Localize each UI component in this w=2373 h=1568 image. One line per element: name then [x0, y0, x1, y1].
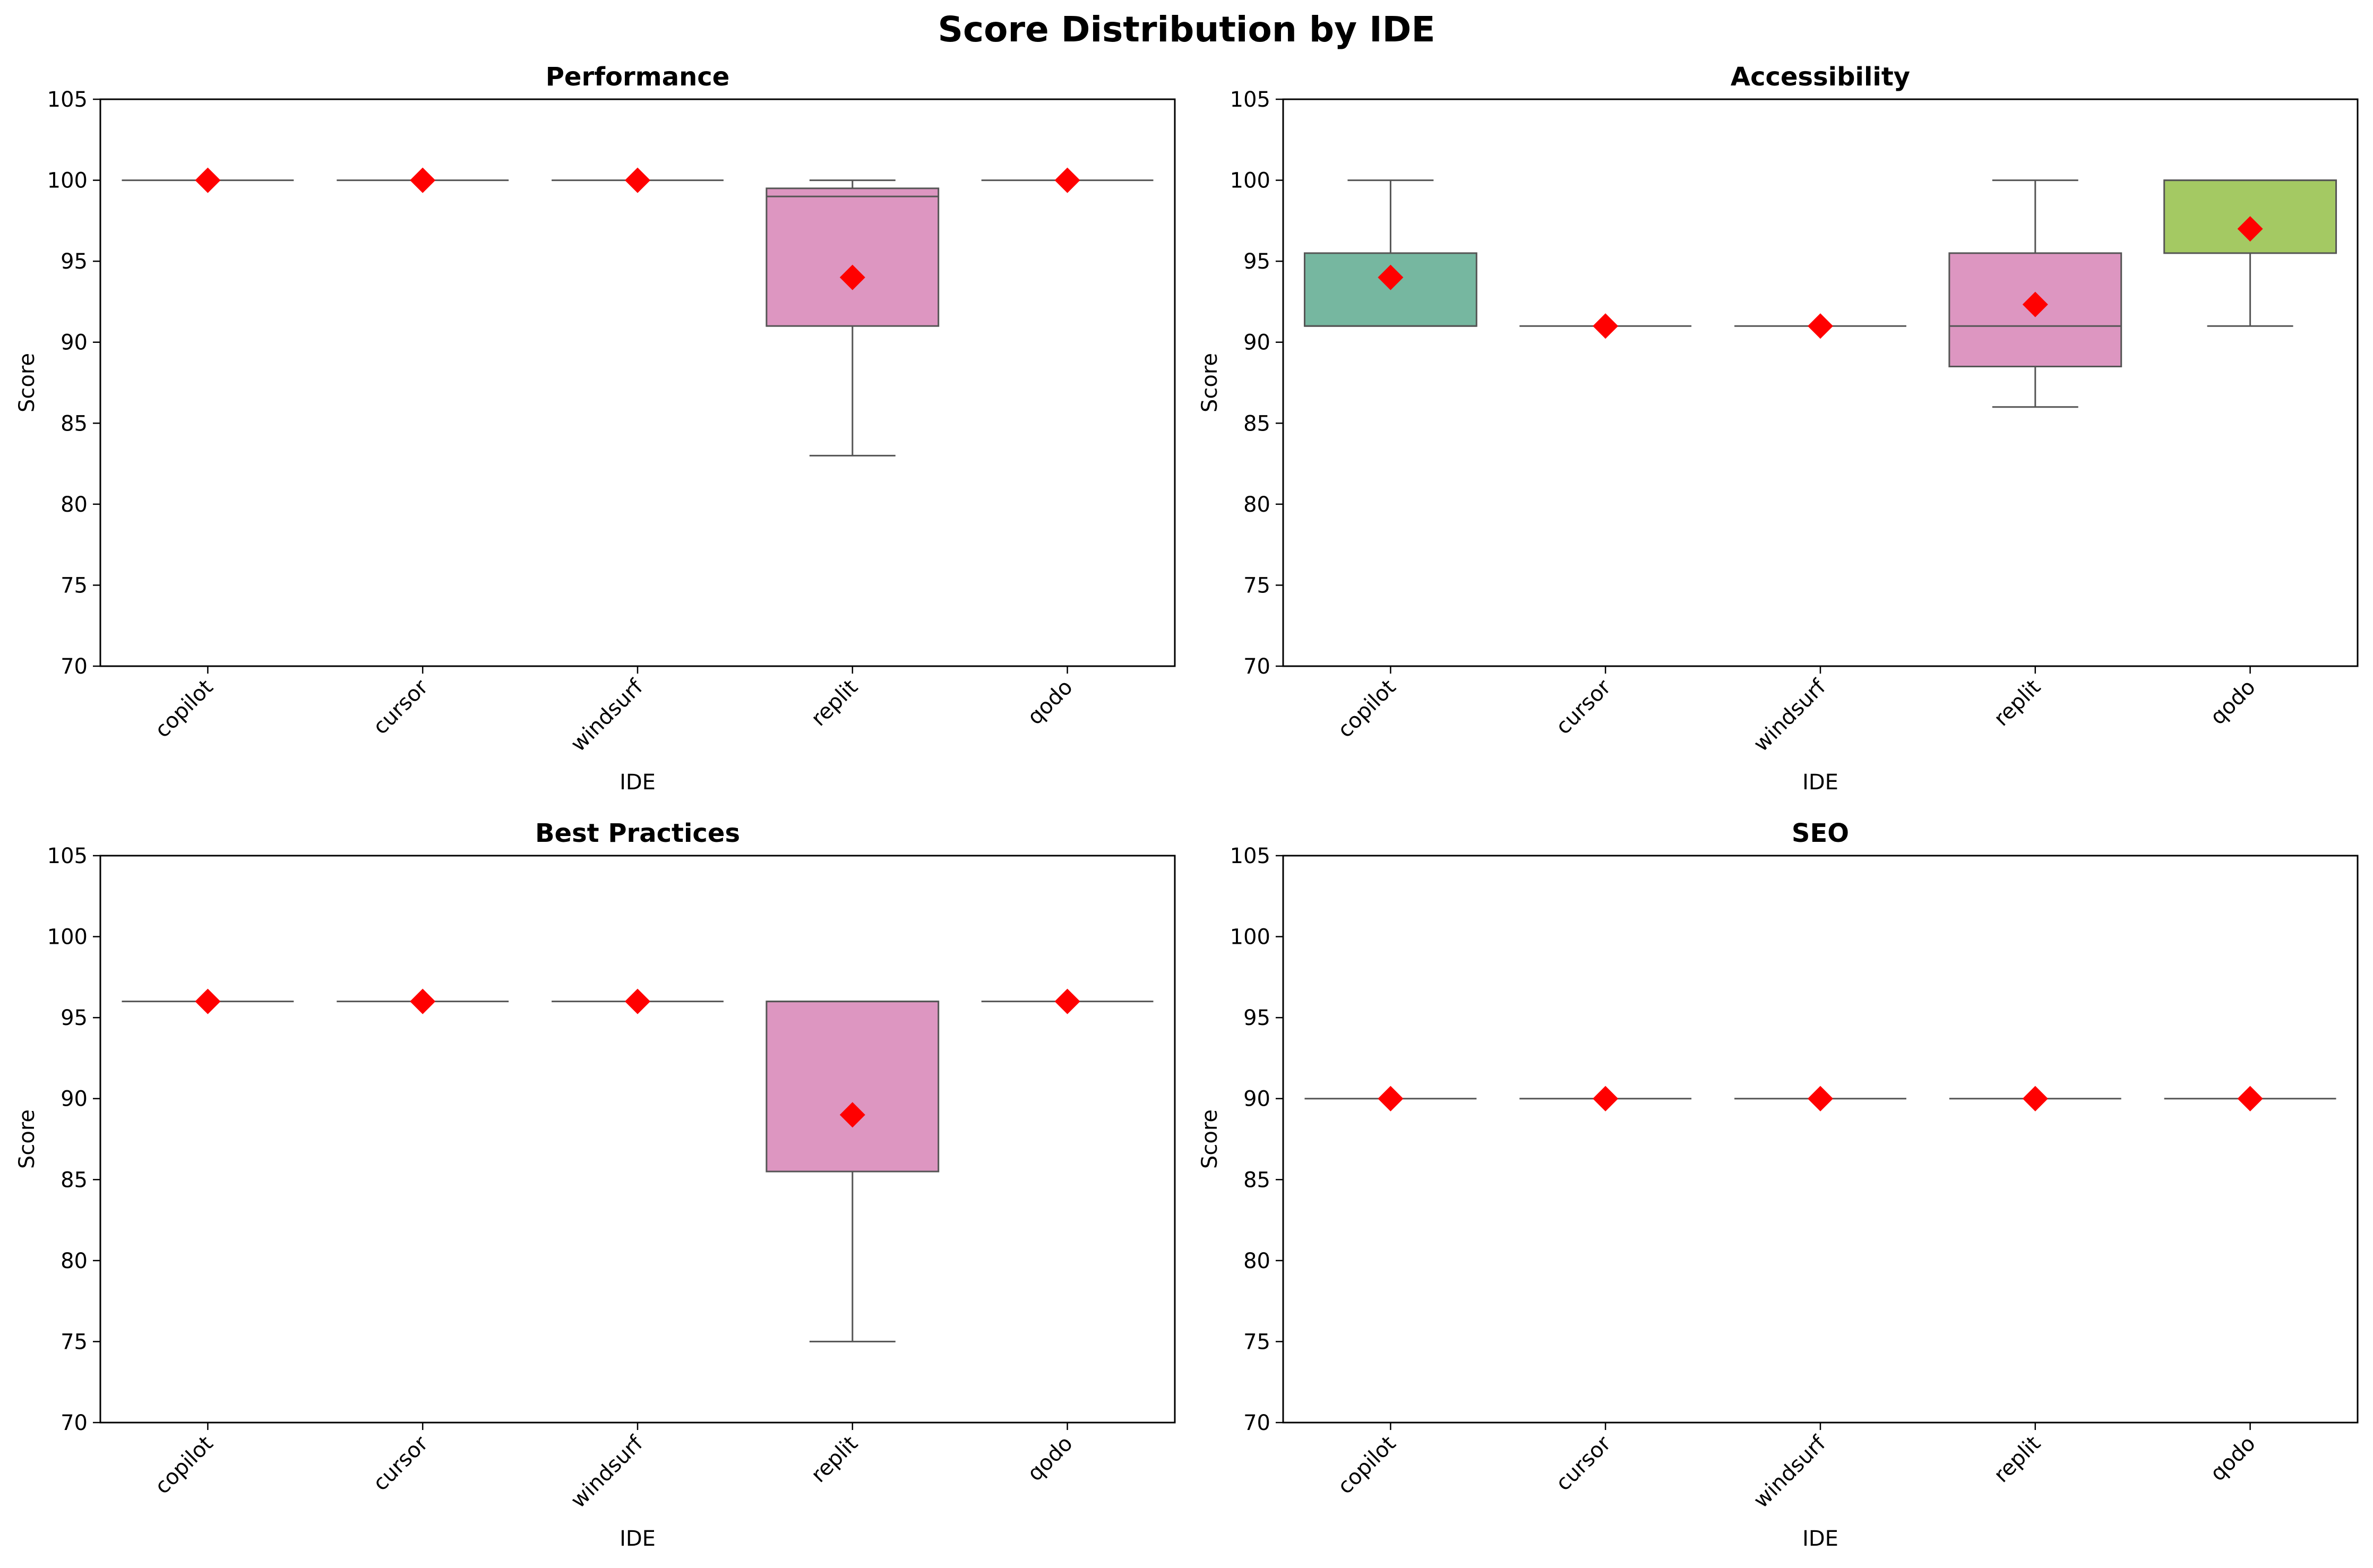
mean-marker	[195, 167, 221, 193]
y-axis-label: Score	[15, 1109, 39, 1169]
y-tick-label: 70	[1243, 654, 1270, 679]
y-tick-label: 105	[1230, 88, 1270, 112]
mean-marker	[839, 1102, 865, 1128]
x-tick-label: qodo	[2206, 1432, 2260, 1486]
y-tick-label: 95	[1243, 1006, 1270, 1030]
y-tick-label: 105	[1230, 844, 1270, 868]
axes-frame	[1282, 855, 2359, 1424]
x-axis-label: IDE	[620, 770, 656, 795]
x-tick-label: replit	[806, 1432, 863, 1488]
y-tick-label: 100	[47, 925, 88, 950]
y-tick-label: 90	[1243, 331, 1270, 355]
panel-2: Best Practices 70 75 80 85 90 95 100 105 Score cop…	[15, 819, 1176, 1551]
figure-title: Score Distribution by IDE	[938, 9, 1435, 50]
y-axis-label: Score	[1198, 353, 1222, 412]
y-tick-label: 100	[47, 169, 88, 193]
y-tick-label: 95	[61, 1006, 88, 1030]
panel-0: Performance 70 75 80 85 90 95 100 105 Score copilo…	[15, 62, 1176, 795]
mean-marker	[1593, 1085, 1619, 1112]
y-tick-label: 75	[1243, 1330, 1270, 1354]
y-tick-label: 70	[1243, 1411, 1270, 1435]
panel-title: Best Practices	[535, 819, 740, 848]
panels: Performance 70 75 80 85 90 95 100 105 Score copilo…	[15, 62, 2359, 1551]
x-axis-label: IDE	[620, 1527, 656, 1551]
y-tick-label: 75	[61, 1330, 88, 1354]
x-tick-label: qodo	[2206, 675, 2260, 730]
mean-marker	[839, 264, 865, 290]
x-tick-label: windsurf	[566, 1431, 648, 1513]
y-tick-label: 85	[61, 1168, 88, 1192]
y-tick-label: 105	[47, 88, 88, 112]
y-tick-label: 75	[61, 573, 88, 598]
y-tick-label: 95	[61, 249, 88, 274]
x-tick-label: windsurf	[566, 675, 648, 756]
mean-marker	[1054, 167, 1080, 193]
axes-frame	[99, 98, 1176, 667]
y-tick-label: 100	[1230, 925, 1270, 950]
x-tick-label: windsurf	[1749, 675, 1830, 756]
mean-marker	[1378, 1085, 1404, 1112]
panel-title: Performance	[546, 62, 730, 92]
panel-3: SEO 70 75 80 85 90 95 100 105 Score copilot cursor w…	[1198, 819, 2359, 1551]
mean-marker	[410, 988, 436, 1014]
y-tick-label: 80	[61, 493, 88, 517]
x-tick-label: replit	[806, 675, 863, 731]
y-tick-label: 90	[1243, 1087, 1270, 1112]
y-tick-label: 80	[1243, 493, 1270, 517]
y-tick-label: 70	[61, 654, 88, 679]
y-tick-label: 85	[1243, 411, 1270, 436]
y-tick-label: 85	[1243, 1168, 1270, 1192]
y-tick-label: 70	[61, 1411, 88, 1435]
x-tick-label: copilot	[1333, 675, 1400, 743]
mean-marker	[410, 167, 436, 193]
y-tick-label: 85	[61, 411, 88, 436]
x-tick-label: copilot	[150, 675, 218, 743]
panel-1: Accessibility 70 75 80 85 90 95 100 105 Score copi…	[1198, 62, 2359, 795]
mean-marker	[1054, 988, 1080, 1014]
box-replit	[766, 187, 940, 327]
x-tick-label: cursor	[368, 1431, 433, 1496]
y-axis-label: Score	[15, 353, 39, 412]
x-tick-label: copilot	[150, 1432, 218, 1499]
x-tick-label: cursor	[368, 675, 433, 739]
y-tick-label: 90	[61, 1087, 88, 1112]
y-tick-label: 95	[1243, 249, 1270, 274]
x-tick-label: qodo	[1023, 675, 1078, 730]
mean-marker	[195, 988, 221, 1014]
x-tick-label: copilot	[1333, 1432, 1400, 1499]
mean-marker	[2237, 216, 2263, 242]
mean-marker	[2022, 1085, 2048, 1112]
panel-title: Accessibility	[1731, 62, 1910, 92]
box-replit	[766, 1001, 940, 1173]
y-tick-label: 75	[1243, 573, 1270, 598]
x-tick-label: cursor	[1551, 1431, 1616, 1496]
mean-marker	[1808, 1085, 1833, 1112]
mean-marker	[625, 988, 650, 1014]
mean-marker	[1378, 264, 1404, 290]
panel-title: SEO	[1792, 819, 1849, 848]
y-axis-label: Score	[1198, 1109, 1222, 1169]
x-tick-label: cursor	[1551, 675, 1616, 739]
x-tick-label: windsurf	[1749, 1431, 1830, 1513]
mean-marker	[2237, 1085, 2263, 1112]
axes-frame	[1282, 98, 2359, 667]
x-tick-label: replit	[1989, 675, 2045, 731]
x-tick-label: replit	[1989, 1432, 2045, 1488]
x-axis-label: IDE	[1802, 1527, 1838, 1551]
y-tick-label: 80	[1243, 1249, 1270, 1273]
y-tick-label: 100	[1230, 169, 1270, 193]
mean-marker	[625, 167, 650, 193]
mean-marker	[1593, 313, 1619, 339]
mean-marker	[1808, 313, 1833, 339]
y-tick-label: 105	[47, 844, 88, 868]
axes-frame	[99, 855, 1176, 1424]
x-axis-label: IDE	[1802, 770, 1838, 795]
x-tick-label: qodo	[1023, 1432, 1078, 1486]
mean-marker	[2022, 291, 2048, 317]
y-tick-label: 80	[61, 1249, 88, 1273]
y-tick-label: 90	[61, 331, 88, 355]
